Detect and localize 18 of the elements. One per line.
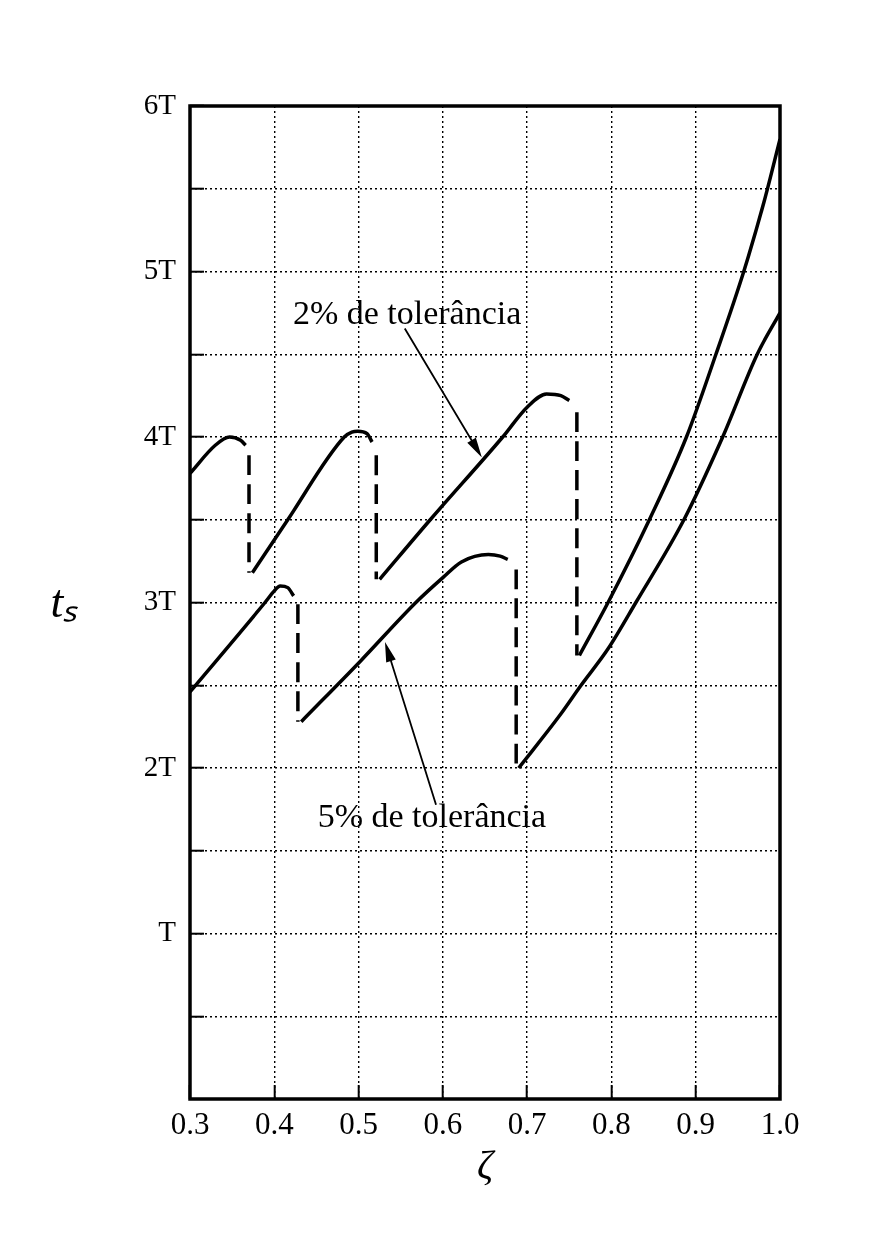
x-tick-label: 0.9 <box>676 1105 716 1141</box>
y-tick-label: 4T <box>143 418 177 451</box>
annotation: 5% de tolerância <box>317 796 547 834</box>
x-tick-label: 0.6 <box>423 1105 463 1141</box>
annotation: 2% de tolerância <box>292 293 522 331</box>
y-axis-title: tₛ <box>50 576 78 628</box>
x-tick-label: 1.0 <box>760 1105 800 1141</box>
y-tick-label: 5T <box>143 253 177 286</box>
x-tick-label: 0.8 <box>592 1105 631 1141</box>
y-tick-label: 6T <box>143 87 177 120</box>
x-tick-label: 0.3 <box>170 1105 210 1141</box>
y-tick-label: 3T <box>143 584 177 617</box>
y-tick-label: 2T <box>143 749 177 782</box>
y-tick-label: T <box>158 915 177 948</box>
x-axis-title: ζ <box>476 1141 496 1187</box>
x-tick-label: 0.5 <box>339 1105 378 1141</box>
x-tick-label: 0.7 <box>507 1105 547 1141</box>
x-tick-label: 0.4 <box>254 1105 295 1141</box>
